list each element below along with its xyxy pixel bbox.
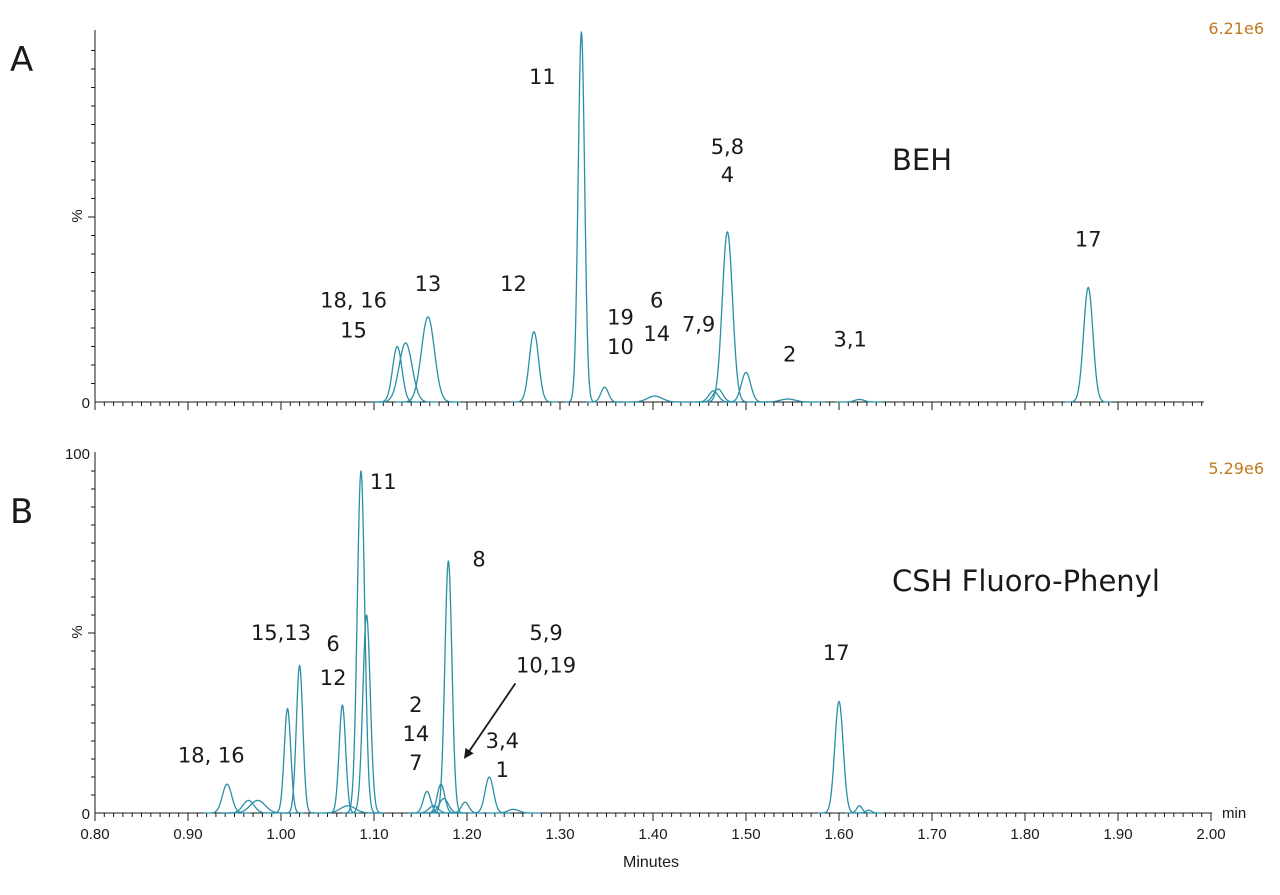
panel-b-x-ticks: 0.80 0.90 1.00 1.10 1.20 1.30 1.40 1.50 1.60 1.70… [80,470,1226,843]
chromatogram-peak [836,398,883,403]
peak-label: 15 [340,318,367,342]
peak-label: 12 [500,272,527,296]
x-tick-label: 1.30 [545,826,574,843]
panel-b-y-axis-label: % [69,625,86,638]
x-tick-label: 0.90 [173,826,202,843]
chromatogram-peak [430,560,467,814]
panel-a-x-ticks [88,50,1203,410]
panel-b-traces [203,470,884,814]
x-tick-label: 1.70 [917,826,946,843]
peak-label: 12 [320,666,347,690]
peak-label: 2 [783,342,796,366]
x-axis-title: Minutes [623,854,679,871]
peak-label: 10 [607,335,634,359]
x-tick-label: 0.80 [80,826,109,843]
panel-a-traces [373,31,1112,403]
chromatogram-peak [722,371,770,403]
chromatogram-peak [564,31,598,403]
panel-b-y-tick-100: 100 [65,446,90,463]
chromatogram-peak [347,614,386,814]
chromatogram-peak [420,797,468,814]
pointer-arrow [464,682,517,759]
peak-label: 17 [1075,228,1102,252]
peak-label: 3,1 [833,328,866,352]
chromatogram-peak [585,386,624,403]
peak-label: 18, 16 [320,289,387,313]
chromatogram-peak [510,331,558,403]
chromatogram-peak [701,231,753,403]
x-tick-label: 1.60 [824,826,853,843]
panel-b-y-tick-0: 0 [82,806,90,823]
peak-label: 15,13 [251,621,311,645]
chromatogram-peak [468,776,511,814]
x-tick-label: 1.80 [1010,826,1039,843]
peak-label: 6 [326,632,339,656]
panel-b: B 5.29e6 CSH Fluoro-Phenyl % 0 100 0.80 0… [10,446,1264,871]
x-tick-label: 1.10 [359,826,388,843]
panel-a-y-axis-label: % [69,209,86,222]
peak-label: 1 [496,758,509,782]
panel-a-peak-labels: 11 5,8 4 17 18, 16 15 13 12 19 10 6 14 7,9 2 3,1 [320,65,1102,366]
panel-b-letter: B [10,492,33,532]
panel-a-letter: A [10,40,33,80]
peak-label: 11 [529,65,556,89]
x-tick-label: 1.40 [638,826,667,843]
peak-label: 3,4 [486,729,519,753]
peak-label: 17 [823,641,850,665]
chromatogram-peak [845,805,874,814]
chromatogram-peak [750,398,826,403]
peak-label: 4 [721,163,734,187]
x-axis-unit: min [1222,805,1246,822]
peak-label: 5,8 [711,135,744,159]
chromatogram-peak [203,783,251,814]
panel-b-column-label: CSH Fluoro-Phenyl [892,564,1160,598]
panel-a-intensity-scale: 6.21e6 [1208,19,1264,38]
x-tick-label: 2.00 [1196,826,1225,843]
chromatogram-peak [342,470,380,814]
peak-label: 5,9 [529,621,562,645]
chromatogram-peak [220,799,295,814]
peak-label: 6 [650,289,663,313]
chromatogram-peak [617,395,693,403]
peak-label: 7 [409,751,422,775]
panel-b-intensity-scale: 5.29e6 [1208,459,1264,478]
chromatogram-peak [854,809,884,814]
peak-label: 10,19 [516,654,576,678]
panel-a-column-label: BEH [892,143,952,177]
peak-label: 11 [370,470,397,494]
peak-label: 14 [643,322,670,346]
x-tick-label: 1.50 [731,826,760,843]
chromatogram-peak [283,664,317,814]
chromatogram-peak [817,700,861,814]
chromatogram-peak [270,707,305,814]
chromatogram-peak [395,316,461,403]
panel-a-y-tick-0: 0 [82,395,90,412]
chromatogram-peak [373,342,439,403]
peak-label: 8 [472,547,485,571]
x-tick-label: 1.90 [1103,826,1132,843]
peak-label: 14 [402,722,429,746]
peak-label: 19 [607,305,634,329]
peak-label: 7,9 [682,313,715,337]
peak-label: 13 [415,272,442,296]
peak-label: 2 [409,693,422,717]
chromatogram-peak [310,805,386,814]
panel-b-peak-labels: 11 8 15,13 6 12 5,9 10,19 17 2 14 7 3,4 1 18, 16 [178,470,850,782]
x-tick-label: 1.20 [452,826,481,843]
peak-label: 18, 16 [178,744,245,768]
chromatogram-peak [485,808,542,814]
chromatogram-peak [1064,286,1112,403]
x-tick-label: 1.00 [266,826,295,843]
